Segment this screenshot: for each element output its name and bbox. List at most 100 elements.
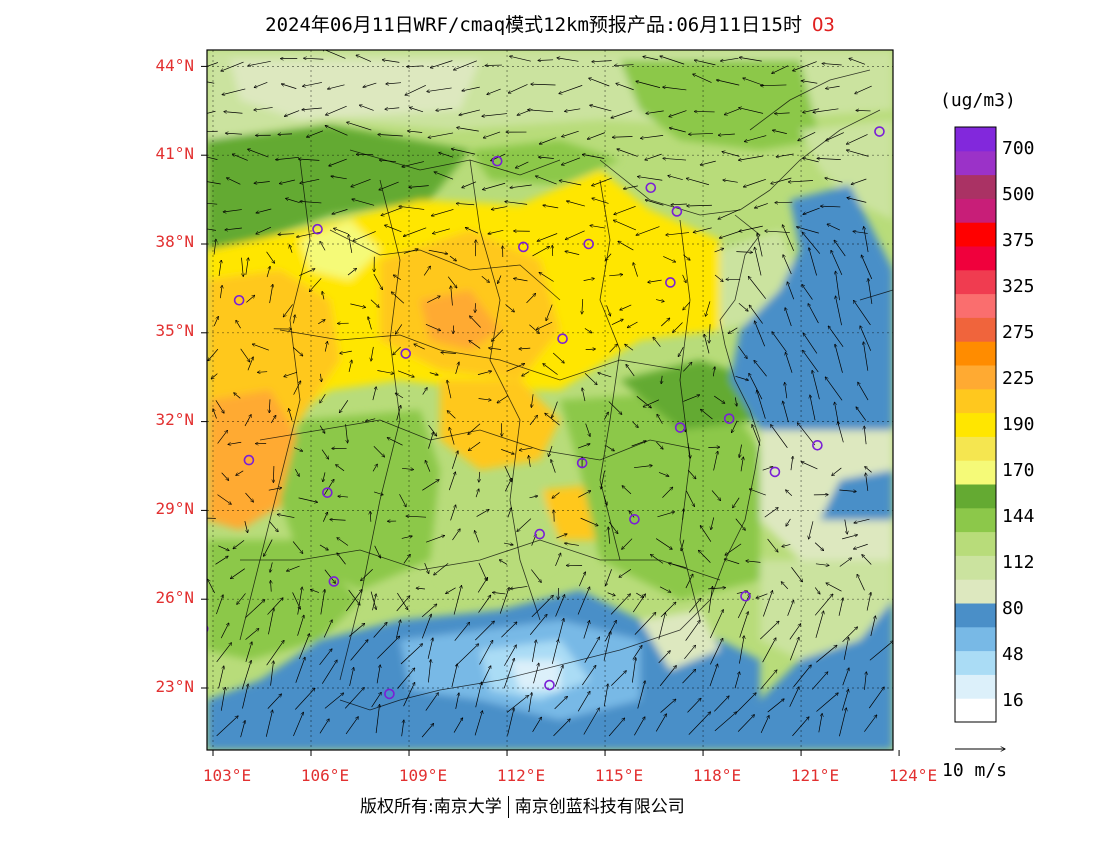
wind-arrow bbox=[246, 295, 254, 303]
colorbar-swatch bbox=[955, 484, 996, 509]
wind-arrow bbox=[685, 620, 701, 641]
wind-arrow bbox=[337, 538, 349, 546]
wind-arrow bbox=[505, 478, 511, 492]
wind-arrow bbox=[640, 135, 664, 138]
wind-arrow bbox=[844, 519, 847, 534]
wind-arrow bbox=[611, 110, 633, 118]
wind-arrow bbox=[431, 209, 454, 215]
wind-arrow bbox=[436, 107, 453, 110]
wind-arrow bbox=[846, 134, 868, 144]
wind-arrow bbox=[320, 373, 321, 382]
wind-arrow bbox=[814, 542, 824, 551]
wind-arrow bbox=[682, 274, 687, 283]
wind-arrow bbox=[737, 715, 754, 732]
wind-arrow bbox=[611, 319, 623, 325]
ozone-concentration-field bbox=[207, 50, 893, 750]
wind-arrow bbox=[371, 692, 382, 708]
wind-arrow bbox=[424, 563, 429, 573]
wind-arrow bbox=[302, 107, 322, 110]
wind-arrow bbox=[698, 550, 711, 563]
wind-arrow bbox=[353, 231, 376, 240]
wind-arrow bbox=[483, 182, 506, 189]
wind-arrow bbox=[257, 372, 268, 373]
wind-arrow bbox=[744, 135, 767, 142]
wind-arrow bbox=[803, 350, 819, 373]
wind-arrow bbox=[428, 249, 448, 254]
wind-arrow bbox=[293, 447, 303, 452]
copyright-company: 南京创蓝科技有限公司 bbox=[514, 797, 685, 817]
wind-arrow bbox=[293, 315, 295, 324]
wind-arrow bbox=[826, 85, 840, 88]
wind-arrow bbox=[634, 465, 652, 468]
wind-arrow bbox=[714, 248, 724, 253]
wind-arrow bbox=[785, 352, 793, 373]
wind-arrow bbox=[734, 672, 740, 689]
wind-arrow bbox=[326, 105, 347, 115]
colorbar-swatch bbox=[955, 388, 996, 414]
wind-arrow bbox=[557, 618, 564, 640]
wind-arrow bbox=[211, 373, 218, 379]
wind-arrow bbox=[340, 350, 352, 353]
wind-arrow bbox=[266, 251, 275, 264]
wind-arrow bbox=[397, 592, 408, 610]
colorbar-swatch bbox=[955, 436, 996, 461]
wind-arrow bbox=[838, 422, 844, 443]
wind-arrow bbox=[580, 517, 598, 526]
wind-arrow bbox=[497, 395, 509, 403]
wind-arrow bbox=[273, 466, 274, 482]
wind-arrow bbox=[865, 466, 872, 473]
wind-arrow bbox=[422, 480, 439, 491]
colorbar-swatch bbox=[955, 317, 996, 342]
wind-arrow bbox=[393, 346, 401, 355]
wind-arrow bbox=[705, 301, 711, 316]
wind-arrow bbox=[409, 107, 424, 113]
wind-arrow bbox=[565, 251, 580, 255]
colorbar-swatch bbox=[955, 555, 996, 580]
wind-arrow bbox=[749, 489, 766, 496]
wind-arrow bbox=[752, 424, 761, 446]
wind-arrow bbox=[713, 451, 718, 471]
wind-arrow bbox=[510, 56, 531, 62]
wind-arrow bbox=[345, 424, 348, 443]
colorbar-swatch bbox=[955, 341, 996, 366]
wind-arrow bbox=[207, 202, 218, 205]
wind-arrow bbox=[528, 110, 554, 113]
wind-arrow bbox=[772, 65, 789, 74]
wind-arrow bbox=[584, 328, 592, 332]
wind-arrow bbox=[228, 441, 242, 444]
colorbar-swatch bbox=[955, 222, 996, 247]
station-marker bbox=[665, 277, 676, 288]
wind-arrow bbox=[658, 651, 671, 664]
wind-arrow bbox=[428, 660, 431, 683]
wind-arrow bbox=[803, 333, 818, 354]
wind-arrow bbox=[655, 714, 666, 732]
wind-arrow bbox=[370, 591, 376, 610]
wind-arrow bbox=[537, 233, 558, 242]
wind-arrow bbox=[808, 304, 819, 324]
wind-arrow bbox=[746, 561, 761, 563]
wind-arrow bbox=[216, 643, 232, 663]
wind-arrow bbox=[687, 470, 696, 479]
wind-arrow bbox=[236, 320, 241, 329]
wind-arrow bbox=[304, 58, 324, 59]
wind-arrow bbox=[739, 444, 742, 458]
wind-arrow bbox=[583, 621, 590, 639]
colorbar-label: 325 bbox=[1002, 276, 1035, 297]
wind-arrow bbox=[864, 426, 867, 445]
wind-arrow bbox=[683, 362, 692, 372]
wind-arrow bbox=[522, 371, 530, 377]
wind-arrow bbox=[432, 228, 450, 234]
wind-arrow bbox=[373, 622, 387, 638]
graticule bbox=[207, 50, 893, 750]
wind-arrow bbox=[809, 248, 817, 276]
wind-arrow bbox=[488, 229, 504, 234]
wind-arrow bbox=[578, 572, 585, 587]
wind-arrow bbox=[612, 137, 633, 138]
wind-arrow bbox=[658, 612, 666, 640]
wind-arrow bbox=[475, 489, 479, 498]
wind-arrow bbox=[861, 255, 873, 280]
station-marker bbox=[491, 155, 503, 167]
wind-arrow bbox=[617, 149, 638, 157]
map-frame bbox=[206, 49, 894, 751]
wind-arrow bbox=[529, 496, 537, 498]
